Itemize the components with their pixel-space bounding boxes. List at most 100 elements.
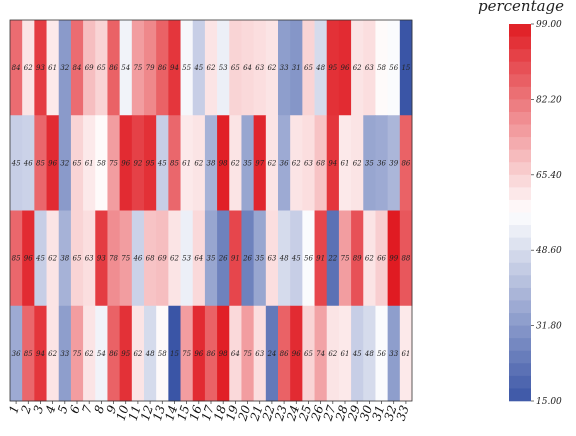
x-tick-label: 6 bbox=[67, 403, 83, 415]
cell-value-label: 62 bbox=[194, 159, 203, 167]
heatmap-cell bbox=[253, 210, 267, 307]
x-tick-label: 15 bbox=[174, 404, 192, 423]
x-tick-label: 16 bbox=[187, 403, 205, 422]
x-tick-label: 23 bbox=[272, 403, 290, 423]
heatmap-cell bbox=[302, 210, 315, 307]
cell-value-label: 85 bbox=[24, 350, 33, 358]
cell-value-label: 61 bbox=[48, 64, 57, 72]
colorbar-band bbox=[509, 338, 531, 352]
heatmap-cell bbox=[107, 210, 121, 307]
x-tick-label: 3 bbox=[31, 403, 47, 415]
colorbar-band bbox=[509, 287, 531, 301]
heatmap-cell bbox=[107, 305, 121, 402]
colorbar-band bbox=[509, 225, 531, 238]
heatmap-cell bbox=[204, 20, 218, 116]
colorbar-band bbox=[509, 49, 531, 62]
heatmap-cell bbox=[387, 210, 401, 307]
cell-value-label: 62 bbox=[170, 255, 179, 263]
heatmap-cell bbox=[144, 20, 157, 116]
heatmap-cell bbox=[241, 20, 255, 116]
heatmap-cell bbox=[363, 20, 376, 116]
cell-value-label: 36 bbox=[12, 350, 21, 358]
colorbar-band bbox=[509, 250, 531, 264]
colorbar-band bbox=[509, 99, 531, 113]
colorbar-ticks: 99.00 82.20 65.40 48.60 31.80 15.00 bbox=[531, 20, 562, 407]
heatmap-cell bbox=[314, 115, 328, 211]
cell-value-label: 62 bbox=[267, 159, 276, 167]
cell-value-label: 69 bbox=[85, 64, 94, 72]
heatmap-cell bbox=[338, 305, 352, 402]
cell-value-label: 61 bbox=[85, 159, 94, 167]
heatmap-cell bbox=[46, 210, 60, 307]
colorbar-title: percentage bbox=[478, 0, 564, 15]
cell-value-label: 86 bbox=[109, 350, 118, 358]
heatmap-cell bbox=[229, 115, 242, 211]
x-tick-label: 8 bbox=[92, 403, 108, 415]
cell-value-label: 85 bbox=[12, 255, 21, 263]
colorbar-tick-label: 48.60 bbox=[535, 246, 562, 256]
cell-value-label: 61 bbox=[341, 350, 350, 358]
heatmap-cell bbox=[387, 115, 401, 211]
colorbar-band bbox=[509, 375, 531, 389]
cell-value-label: 64 bbox=[194, 255, 203, 263]
heatmap-cell bbox=[326, 20, 340, 116]
cell-value-label: 62 bbox=[231, 159, 240, 167]
heatmap-cell bbox=[265, 210, 279, 307]
cell-value-label: 38 bbox=[60, 255, 69, 263]
x-tick-label: 5 bbox=[55, 404, 71, 416]
x-tick-label: 11 bbox=[126, 404, 144, 423]
heatmap-cell bbox=[253, 20, 267, 116]
cell-value-label: 78 bbox=[109, 255, 118, 263]
heatmap-cell bbox=[83, 210, 96, 307]
cell-value-label: 91 bbox=[231, 255, 240, 263]
heatmap-cell bbox=[326, 305, 340, 402]
heatmap-cell bbox=[34, 305, 47, 402]
cell-value-label: 64 bbox=[243, 64, 252, 72]
heatmap-cell bbox=[241, 115, 255, 211]
colorbar-band bbox=[509, 199, 531, 213]
colorbar-band bbox=[509, 275, 531, 289]
cell-value-label: 45 bbox=[193, 64, 203, 72]
colorbar-band bbox=[509, 350, 531, 364]
heatmap-cell bbox=[156, 210, 169, 307]
heatmap-cell bbox=[253, 115, 267, 211]
cell-value-label: 62 bbox=[292, 159, 301, 167]
cell-value-label: 86 bbox=[401, 159, 410, 167]
heatmap-cell bbox=[168, 210, 181, 307]
colorbar-band bbox=[509, 36, 531, 50]
cell-value-label: 86 bbox=[280, 350, 289, 358]
cell-value-label: 45 bbox=[11, 159, 21, 167]
cell-value-label: 84 bbox=[73, 64, 82, 72]
heatmap-cell bbox=[217, 115, 230, 211]
cell-value-label: 62 bbox=[328, 350, 337, 358]
heatmap-cell bbox=[131, 20, 145, 116]
heatmap-cell bbox=[22, 20, 35, 116]
cell-value-label: 93 bbox=[36, 64, 45, 72]
cell-value-label: 35 bbox=[243, 159, 252, 167]
heatmap-cell bbox=[192, 115, 206, 211]
heatmap-cell bbox=[241, 210, 255, 307]
colorbar-band bbox=[509, 174, 531, 188]
cell-value-label: 96 bbox=[341, 64, 350, 72]
cell-value-label: 45 bbox=[157, 159, 167, 167]
cell-value-label: 96 bbox=[292, 350, 301, 358]
heatmap-cell bbox=[229, 210, 242, 307]
heatmap-cell bbox=[58, 115, 72, 211]
heatmap-cell bbox=[10, 305, 23, 402]
heatmap-cell bbox=[119, 20, 133, 116]
heatmap-cell bbox=[302, 305, 315, 402]
cell-value-label: 94 bbox=[170, 64, 179, 72]
cell-value-label: 65 bbox=[304, 64, 313, 72]
heatmap-cell bbox=[180, 115, 194, 211]
cell-value-label: 75 bbox=[182, 350, 191, 358]
heatmap-cell bbox=[399, 115, 413, 211]
cell-value-label: 68 bbox=[146, 255, 155, 263]
heatmap-cell bbox=[229, 305, 242, 402]
x-tick-label: 17 bbox=[199, 403, 217, 422]
colorbar-band bbox=[509, 162, 531, 176]
cell-value-label: 86 bbox=[207, 350, 216, 358]
heatmap-cell bbox=[107, 20, 121, 116]
colorbar-band bbox=[509, 111, 531, 125]
x-tick-label: 21 bbox=[247, 404, 265, 424]
cell-value-label: 86 bbox=[158, 64, 167, 72]
